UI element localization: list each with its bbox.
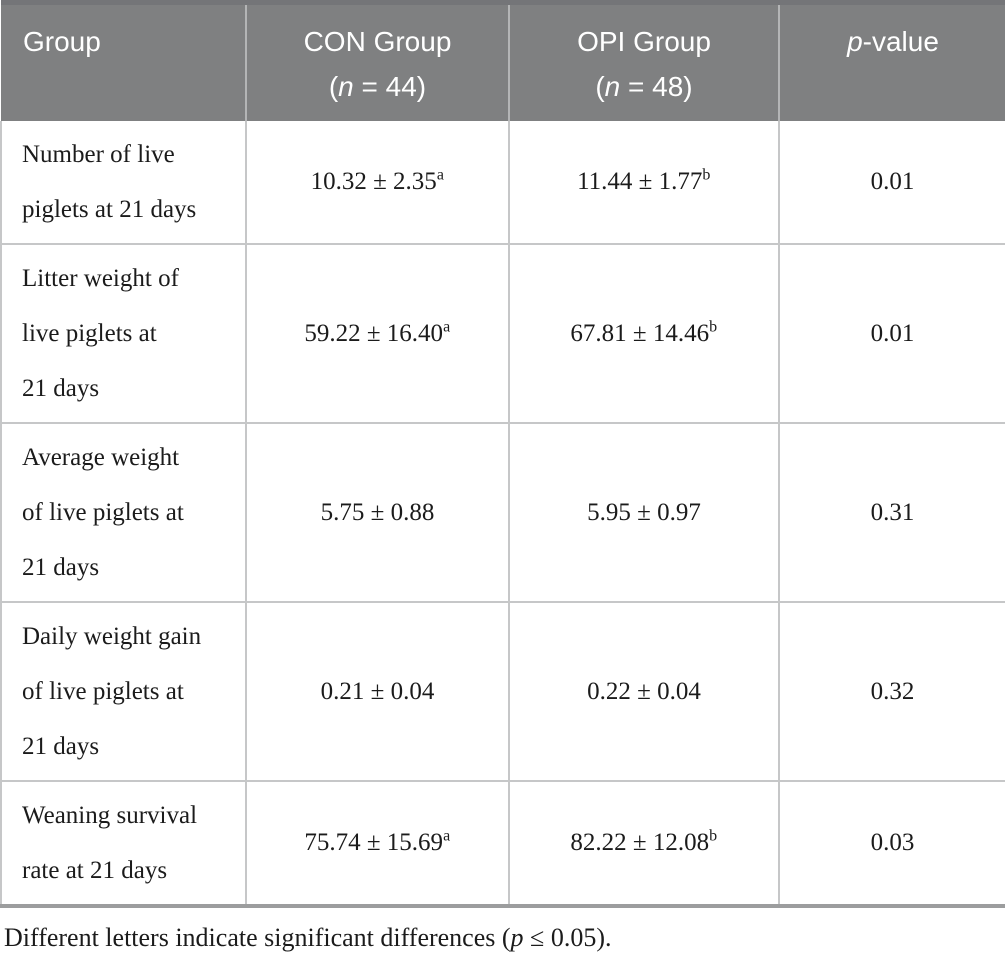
opi-value-cell: 0.22 ± 0.04 [508, 601, 780, 782]
row-label: Litter weight of live piglets at 21 days [0, 243, 247, 424]
piglet-performance-table: Group CON Group (n = 44) OPI Group (n = … [0, 0, 1005, 908]
p-value-cell: 0.01 [778, 121, 1005, 245]
row-label: Daily weight gain of live piglets at 21 … [0, 601, 247, 782]
p-value-cell: 0.03 [778, 780, 1005, 907]
con-value-cell: 59.22 ± 16.40a [245, 243, 510, 424]
p-italic: p [847, 26, 863, 57]
p-value-cell: 0.32 [778, 601, 1005, 782]
significance-letter: b [709, 827, 718, 845]
header-con-title: CON Group [303, 26, 452, 57]
significance-letter: a [443, 827, 451, 845]
significance-letter: a [443, 318, 451, 336]
header-group-label: Group [23, 26, 101, 57]
opi-value-cell: 67.81 ± 14.46b [508, 243, 780, 424]
opi-value-cell: 11.44 ± 1.77b [508, 121, 780, 245]
header-cell-group: Group [1, 2, 246, 121]
footnote-text: Different letters indicate significant d… [4, 923, 511, 952]
con-value-cell: 10.32 ± 2.35a [245, 121, 510, 245]
opi-value-cell: 5.95 ± 0.97 [508, 422, 780, 603]
table-header: Group CON Group (n = 44) OPI Group (n = … [1, 2, 1005, 121]
n-italic: n [604, 71, 621, 102]
header-con-n: (n = 44) [328, 71, 427, 102]
header-opi-n: (n = 48) [595, 71, 693, 102]
p-value-cell: 0.01 [778, 243, 1005, 424]
con-value-cell: 75.74 ± 15.69a [245, 780, 510, 907]
footnote-text: ≤ 0.05). [523, 923, 612, 952]
table-body: Number of live piglets at 21 days 10.32 … [0, 121, 1005, 907]
p-value-rest: -value [862, 26, 939, 57]
con-value-cell: 5.75 ± 0.88 [245, 422, 510, 603]
header-cell-opi-group: OPI Group (n = 48) [508, 2, 779, 121]
header-cell-p-value: p-value [778, 2, 1005, 121]
p-value-cell: 0.31 [778, 422, 1005, 603]
row-label: Weaning survival rate at 21 days [0, 780, 247, 907]
con-value-cell: 0.21 ± 0.04 [245, 601, 510, 782]
significance-letter: b [702, 166, 711, 184]
table-row: Number of live piglets at 21 days 10.32 … [0, 121, 1005, 245]
table-row: Litter weight of live piglets at 21 days… [0, 243, 1005, 424]
row-label: Number of live piglets at 21 days [0, 121, 247, 245]
significance-letter: a [436, 166, 445, 184]
header-opi-title: OPI Group [577, 26, 711, 57]
p-italic: p [510, 923, 524, 952]
row-label: Average weight of live piglets at 21 day… [0, 422, 247, 603]
header-cell-con-group: CON Group (n = 44) [245, 2, 509, 121]
table-row: Weaning survival rate at 21 days 75.74 ±… [0, 780, 1005, 907]
n-italic: n [338, 71, 354, 102]
opi-value-cell: 82.22 ± 12.08b [508, 780, 780, 907]
table-footnote: Different letters indicate significant d… [0, 921, 1005, 955]
significance-letter: b [709, 318, 718, 336]
header-row: Group CON Group (n = 44) OPI Group (n = … [1, 2, 1005, 121]
table-row: Daily weight gain of live piglets at 21 … [0, 601, 1005, 782]
table-row: Average weight of live piglets at 21 day… [0, 422, 1005, 603]
